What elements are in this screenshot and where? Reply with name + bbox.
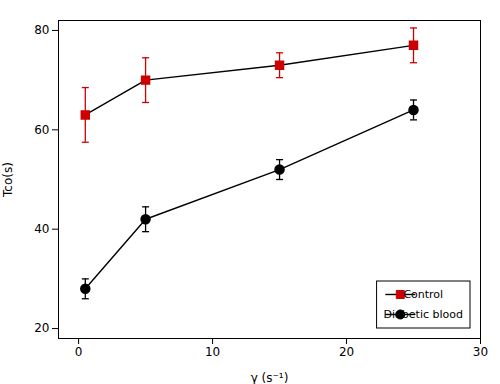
svg-text:30: 30 [473,345,488,359]
svg-text:Diabetic blood: Diabetic blood [384,308,463,321]
svg-text:80: 80 [34,23,49,37]
svg-text:20: 20 [339,345,354,359]
svg-text:γ (s⁻¹): γ (s⁻¹) [251,371,289,384]
svg-text:0: 0 [75,345,83,359]
svg-text:10: 10 [205,345,220,359]
svg-text:40: 40 [34,222,49,236]
svg-text:Control: Control [403,288,443,301]
svg-text:20: 20 [34,321,49,335]
svg-text:Tco(s): Tco(s) [1,162,15,198]
svg-text:60: 60 [34,123,49,137]
